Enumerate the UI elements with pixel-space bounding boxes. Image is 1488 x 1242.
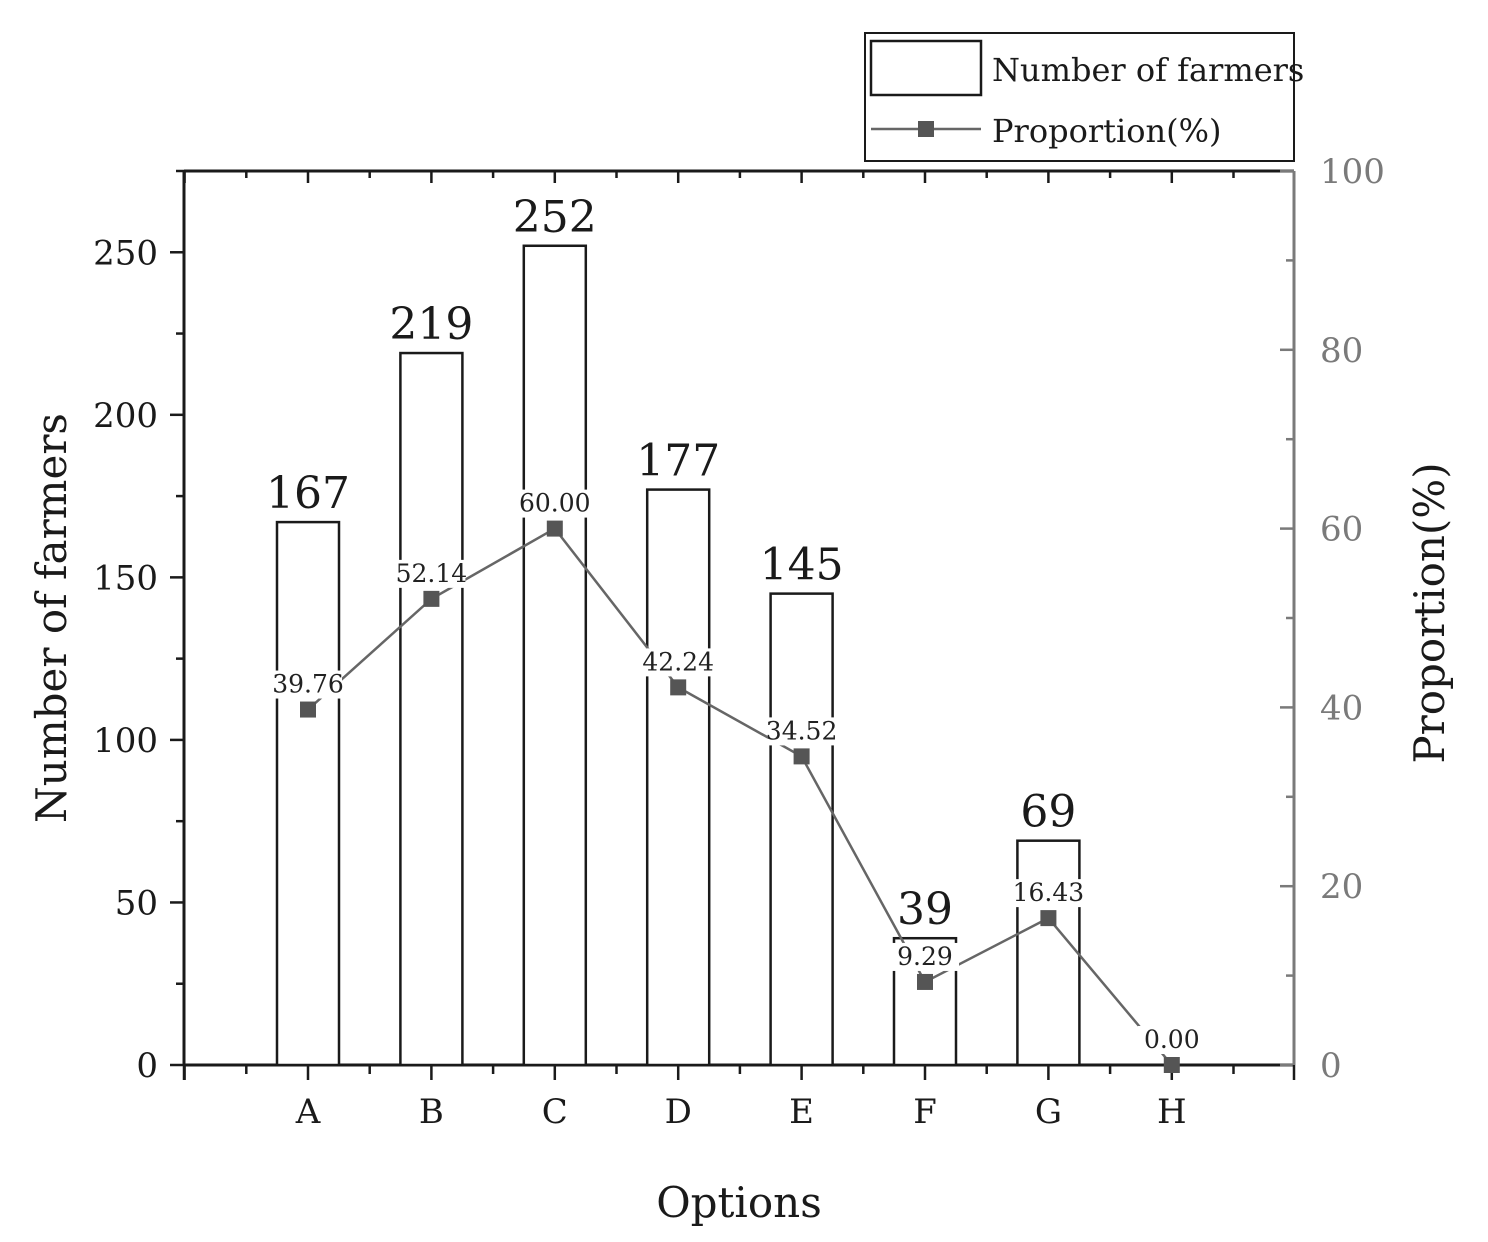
- bar-value-label: 69: [1020, 787, 1076, 838]
- point-value-label: 60.00: [519, 489, 591, 518]
- bar-value-label: 167: [266, 468, 350, 519]
- legend-bar-swatch: [869, 39, 983, 97]
- axes: [182, 169, 1296, 1067]
- bar: [275, 520, 341, 1067]
- point-label-bg: [1137, 1026, 1206, 1054]
- right-tick-label: 60: [1320, 510, 1363, 550]
- point-value-label: 52.14: [396, 559, 468, 588]
- right-tick-label: 0: [1320, 1046, 1342, 1086]
- left-tick-label: 0: [136, 1046, 158, 1086]
- point-label-bg: [644, 648, 713, 677]
- point-label-bg: [891, 942, 959, 971]
- bar-value-label: 39: [897, 884, 953, 935]
- bar-value-label: 219: [389, 299, 473, 350]
- point-value-label: 42.24: [642, 647, 714, 676]
- right-tick-label: 40: [1320, 688, 1363, 728]
- x-tick-label: D: [665, 1092, 692, 1132]
- line-marker: [1040, 910, 1057, 927]
- x-tick-label: G: [1035, 1092, 1062, 1132]
- x-tick-label: H: [1157, 1092, 1187, 1132]
- x-tick-label: F: [913, 1092, 937, 1132]
- point-value-label: 34.52: [766, 716, 838, 745]
- y-axis-title: Number of farmers: [27, 413, 76, 823]
- point-value-label: 39.76: [272, 670, 344, 699]
- left-tick-label: 100: [93, 721, 158, 761]
- x-axis-title: Options: [656, 1178, 822, 1227]
- line-marker: [423, 590, 440, 607]
- bar-value-label: 145: [760, 540, 844, 591]
- legend-line-label: Proportion(%): [992, 112, 1221, 150]
- bar-series: [275, 244, 1081, 1067]
- bar-value-label: 252: [513, 192, 597, 243]
- left-tick-label: 50: [115, 883, 158, 923]
- bar: [522, 244, 588, 1067]
- data-labels: 167 219 252 177 145 39 69 39.76 52.14 60.00 42.24 3…: [266, 192, 1206, 1054]
- legend: Number of farmers Proportion(%): [864, 32, 1304, 162]
- line-marker: [300, 701, 316, 718]
- y2-axis-title: Proportion(%): [1405, 462, 1454, 763]
- legend-line-marker: [918, 121, 934, 137]
- legend-bar-label: Number of farmers: [992, 51, 1304, 89]
- bar: [399, 351, 464, 1067]
- x-tick-label: E: [789, 1092, 814, 1132]
- point-label-bg: [397, 559, 466, 588]
- point-value-label: 16.43: [1013, 878, 1085, 907]
- bar-value-label: 177: [636, 436, 720, 487]
- line-marker: [1163, 1057, 1180, 1073]
- x-tick-label: C: [542, 1092, 568, 1132]
- bar: [769, 592, 834, 1067]
- right-tick-label: 100: [1320, 152, 1385, 192]
- point-label-bg: [767, 717, 836, 746]
- bar: [1016, 839, 1081, 1067]
- line-marker: [546, 520, 563, 537]
- point-value-label: 9.29: [897, 942, 953, 971]
- tick-marks: 0 50 100 150 200 250 0 20 40 60 80 100 A B C D E F G H: [93, 152, 1385, 1132]
- left-tick-label: 250: [93, 233, 158, 273]
- x-tick-label: A: [295, 1092, 321, 1132]
- right-tick-label: 20: [1320, 867, 1363, 907]
- right-tick-label: 80: [1320, 331, 1363, 371]
- left-tick-label: 150: [93, 558, 158, 598]
- bar: [645, 488, 711, 1067]
- point-value-label: 0.00: [1144, 1025, 1200, 1054]
- line-marker: [917, 973, 933, 990]
- line-marker: [670, 679, 687, 696]
- point-label-bg: [1014, 879, 1083, 908]
- line-marker: [793, 748, 810, 765]
- point-label-bg: [520, 489, 589, 518]
- x-tick-label: B: [419, 1092, 444, 1132]
- point-label-bg: [274, 670, 342, 699]
- left-tick-label: 200: [93, 396, 158, 436]
